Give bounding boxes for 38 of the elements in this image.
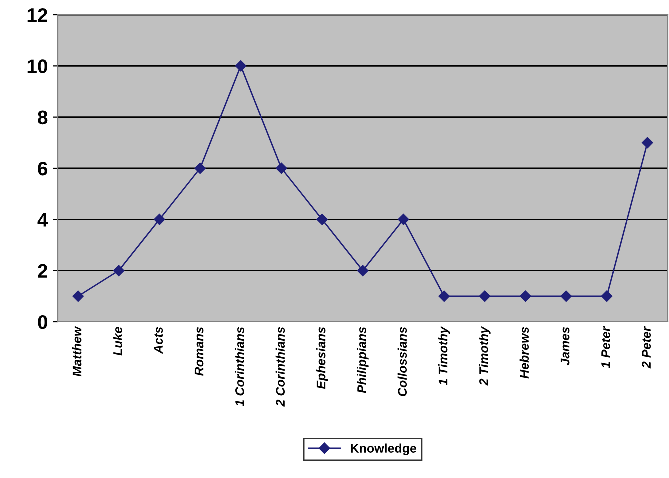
point bbox=[194, 162, 206, 174]
x-tick-label: 2 Peter bbox=[642, 326, 652, 369]
x-tick-label: Ephesians bbox=[316, 327, 328, 390]
y-tick-label: 8 bbox=[38, 110, 48, 125]
y-tick-label: 2 bbox=[38, 264, 48, 278]
y-tick-label: 6 bbox=[38, 162, 48, 176]
x-tick-label: 1 Peter bbox=[602, 326, 610, 368]
point bbox=[479, 290, 491, 302]
x-tick-label: Matthew bbox=[72, 326, 82, 377]
x-tick-label: Collossians bbox=[398, 327, 408, 396]
x-tick-label: James bbox=[560, 327, 570, 366]
point bbox=[601, 290, 613, 302]
point bbox=[438, 290, 450, 302]
x-tick-label: Luke bbox=[113, 327, 122, 356]
x-tick-label: Philippians bbox=[357, 327, 369, 394]
point bbox=[154, 214, 166, 226]
point bbox=[72, 290, 84, 302]
x-tick-label: 2 Corinthians bbox=[276, 327, 286, 407]
x-tick-label: 1 Corinthians bbox=[235, 327, 244, 407]
point bbox=[113, 265, 125, 276]
point bbox=[316, 214, 328, 226]
y-tick-label: 0 bbox=[38, 315, 48, 330]
legend-label: Knowledge bbox=[351, 444, 417, 456]
y-tick-label: 4 bbox=[38, 213, 48, 227]
point bbox=[276, 162, 288, 174]
y-tick-label: 10 bbox=[28, 60, 48, 74]
x-tick-label: 1 Timothy bbox=[438, 326, 450, 386]
point bbox=[560, 290, 572, 302]
x-tick-label: 2 Timothy bbox=[479, 326, 491, 386]
y-tick-label: 12 bbox=[28, 8, 48, 22]
point bbox=[642, 137, 654, 149]
point bbox=[235, 60, 247, 72]
point bbox=[357, 265, 369, 276]
point bbox=[520, 290, 532, 302]
x-tick-label: Acts bbox=[154, 327, 164, 354]
x-tick-label: Romans bbox=[194, 327, 204, 376]
x-tick-label: Hebrews bbox=[520, 327, 530, 379]
point bbox=[398, 214, 410, 226]
